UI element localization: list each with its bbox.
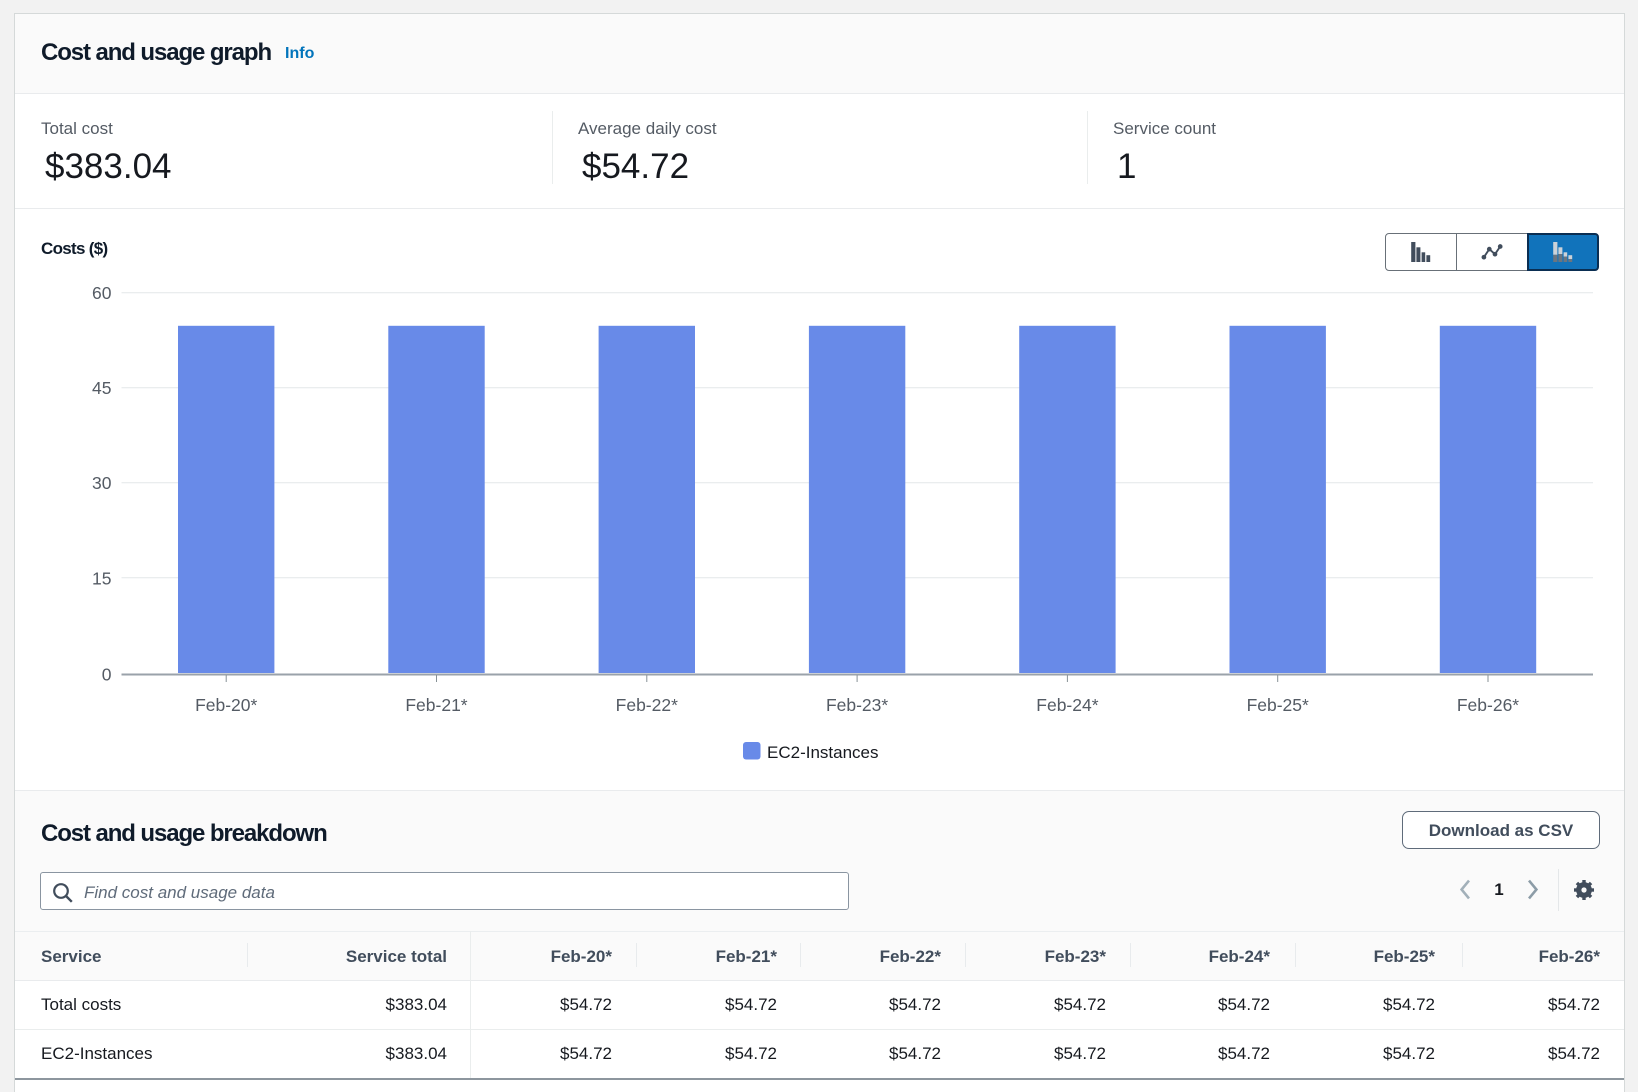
svg-text:Feb-21*: Feb-21* — [405, 695, 467, 715]
svg-text:Feb-25*: Feb-25* — [1247, 695, 1309, 715]
svg-text:Feb-26*: Feb-26* — [1457, 695, 1519, 715]
svg-text:60: 60 — [92, 283, 112, 303]
svg-text:Feb-22*: Feb-22* — [616, 695, 678, 715]
svg-text:45: 45 — [92, 378, 111, 398]
svg-text:EC2-Instances: EC2-Instances — [767, 743, 879, 762]
svg-text:15: 15 — [92, 568, 111, 588]
svg-text:0: 0 — [102, 664, 112, 684]
svg-text:Feb-24*: Feb-24* — [1036, 695, 1098, 715]
svg-text:Feb-23*: Feb-23* — [826, 695, 888, 715]
svg-text:30: 30 — [92, 473, 112, 493]
svg-text:Feb-20*: Feb-20* — [195, 695, 257, 715]
